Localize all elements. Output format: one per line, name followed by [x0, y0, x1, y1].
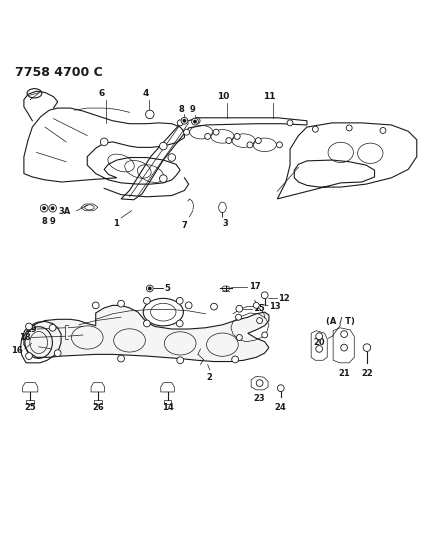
Text: 8: 8 — [42, 216, 47, 225]
Circle shape — [100, 138, 108, 146]
Text: 21: 21 — [338, 369, 350, 378]
Text: (A / T): (A / T) — [326, 317, 355, 326]
Text: 10: 10 — [217, 92, 229, 101]
Circle shape — [247, 142, 253, 148]
Text: 25: 25 — [24, 402, 36, 411]
Circle shape — [346, 125, 352, 131]
Circle shape — [232, 356, 238, 363]
Text: 7758 4700 C: 7758 4700 C — [15, 66, 103, 79]
Circle shape — [380, 127, 386, 133]
Text: 5: 5 — [164, 284, 170, 293]
Circle shape — [40, 204, 48, 212]
Circle shape — [49, 204, 56, 212]
Circle shape — [160, 175, 167, 182]
Text: 15: 15 — [253, 304, 265, 313]
Circle shape — [341, 330, 348, 337]
Polygon shape — [24, 305, 269, 361]
Circle shape — [184, 129, 190, 135]
Text: 2: 2 — [207, 373, 213, 382]
Circle shape — [235, 314, 241, 320]
Circle shape — [192, 118, 198, 125]
Circle shape — [262, 292, 268, 298]
Text: 7: 7 — [181, 221, 187, 230]
Text: 11: 11 — [264, 92, 276, 101]
Text: 17: 17 — [249, 282, 260, 291]
Circle shape — [253, 302, 259, 308]
Circle shape — [341, 344, 348, 351]
Text: 9: 9 — [50, 216, 56, 225]
Text: 16: 16 — [11, 345, 23, 354]
Circle shape — [211, 303, 217, 310]
Circle shape — [194, 120, 196, 123]
Circle shape — [185, 302, 192, 309]
Text: 18: 18 — [18, 333, 30, 342]
Circle shape — [118, 300, 125, 307]
Text: 3: 3 — [223, 219, 229, 228]
Circle shape — [236, 305, 243, 312]
Circle shape — [363, 344, 371, 351]
Text: 6: 6 — [99, 88, 105, 98]
Circle shape — [277, 385, 284, 392]
Circle shape — [176, 297, 183, 304]
Circle shape — [194, 118, 200, 124]
Circle shape — [51, 207, 54, 209]
Circle shape — [54, 350, 61, 357]
Text: 22: 22 — [361, 369, 373, 378]
Circle shape — [205, 133, 211, 139]
Text: 19: 19 — [25, 325, 36, 334]
Circle shape — [143, 320, 150, 327]
Circle shape — [256, 138, 262, 143]
Circle shape — [118, 355, 125, 362]
Text: 9: 9 — [189, 106, 195, 115]
Circle shape — [146, 110, 154, 119]
Circle shape — [168, 154, 175, 161]
Circle shape — [160, 142, 167, 150]
Circle shape — [26, 323, 33, 330]
Text: 13: 13 — [269, 302, 280, 311]
Circle shape — [262, 332, 268, 338]
Circle shape — [49, 325, 56, 331]
Circle shape — [234, 133, 240, 139]
Circle shape — [256, 379, 263, 386]
Text: 4: 4 — [143, 88, 149, 98]
Circle shape — [43, 207, 45, 209]
Circle shape — [26, 353, 33, 359]
Text: 14: 14 — [162, 402, 173, 411]
Text: 12: 12 — [278, 294, 290, 303]
Circle shape — [92, 302, 99, 309]
Circle shape — [176, 320, 183, 327]
Circle shape — [143, 297, 150, 304]
Circle shape — [236, 335, 242, 341]
Circle shape — [213, 129, 219, 135]
Circle shape — [257, 318, 263, 324]
Circle shape — [316, 333, 323, 340]
Circle shape — [146, 285, 153, 292]
Text: 8: 8 — [178, 104, 184, 114]
Circle shape — [181, 117, 188, 124]
Circle shape — [226, 138, 232, 143]
Circle shape — [276, 142, 282, 148]
Circle shape — [177, 357, 184, 364]
Circle shape — [316, 345, 323, 352]
Text: 23: 23 — [254, 394, 265, 403]
Circle shape — [312, 126, 318, 132]
Circle shape — [149, 287, 151, 290]
Text: 24: 24 — [275, 402, 287, 411]
Text: 1: 1 — [113, 219, 119, 228]
Text: 26: 26 — [92, 402, 104, 411]
Circle shape — [287, 120, 293, 126]
Text: 3A: 3A — [59, 207, 71, 216]
Text: 20: 20 — [313, 338, 324, 347]
Circle shape — [183, 119, 186, 122]
Circle shape — [177, 120, 183, 126]
